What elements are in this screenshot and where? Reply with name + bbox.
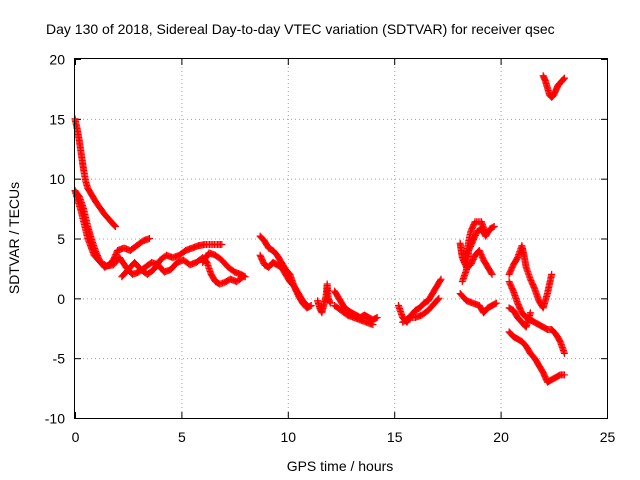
chart-title: Day 130 of 2018, Sidereal Day-to-day VTE…: [46, 21, 555, 37]
series-arc-16: [456, 290, 500, 317]
data-point: [434, 295, 442, 303]
series-arc-1: [71, 115, 119, 231]
x-tick-label: 20: [493, 429, 509, 445]
data-point: [303, 302, 311, 310]
data-point: [241, 273, 249, 281]
data-points: [71, 72, 568, 386]
y-tick-label: -5: [53, 351, 66, 367]
series-arc-21: [539, 72, 568, 101]
y-tick-label: 20: [49, 52, 65, 68]
data-point: [560, 349, 568, 357]
data-point: [111, 223, 119, 231]
y-tick-label: 15: [49, 111, 65, 127]
data-point: [373, 313, 381, 321]
plot-frame: [74, 58, 608, 419]
data-point: [560, 371, 568, 379]
y-tick-label: 10: [49, 171, 65, 187]
data-point: [526, 309, 534, 317]
data-point: [548, 270, 556, 278]
data-point: [145, 235, 153, 242]
y-axis-title: SDTVAR / TECUs: [6, 182, 22, 294]
series-arc-12: [399, 294, 443, 326]
series-arc-8: [314, 280, 334, 317]
data-point: [437, 275, 445, 283]
series-arc-18: [505, 278, 568, 357]
data-point: [111, 222, 119, 230]
series-arc-15: [460, 218, 490, 266]
series-arc-7: [256, 251, 311, 310]
grid-lines: [75, 59, 607, 418]
x-tick-labels: 0 5 10 15 20 25: [72, 429, 616, 445]
series-arc-10: [331, 302, 377, 329]
data-point: [490, 223, 498, 231]
data-point: [492, 299, 500, 307]
y-tick-label: 0: [57, 291, 65, 307]
data-point: [369, 321, 377, 329]
y-tick-labels: -10 -5 0 5 10 15 20: [45, 52, 65, 427]
data-point: [487, 269, 495, 277]
data-point: [560, 74, 568, 82]
series-arc-4: [118, 240, 226, 281]
x-axis-title: GPS time / hours: [287, 458, 394, 474]
data-point: [302, 301, 310, 309]
data-point: [326, 299, 334, 307]
data-point: [560, 75, 568, 83]
data-point: [110, 221, 118, 229]
x-tick-label: 25: [600, 429, 616, 445]
data-point: [436, 276, 444, 284]
data-point: [488, 270, 496, 278]
x-tick-label: 0: [72, 429, 80, 445]
y-tick-label: -10: [45, 411, 65, 427]
data-point: [559, 76, 567, 84]
series-arc-17: [505, 242, 556, 312]
series-arc-5: [199, 249, 249, 281]
data-point: [482, 230, 490, 238]
data-point: [218, 240, 226, 248]
x-tick-label: 10: [281, 429, 297, 445]
x-tick-label: 15: [387, 429, 403, 445]
series-arc-20: [505, 328, 568, 386]
y-tick-label: 5: [57, 231, 65, 247]
data-point: [435, 294, 443, 302]
series-arc-19: [505, 304, 534, 331]
x-tick-label: 5: [178, 429, 186, 445]
